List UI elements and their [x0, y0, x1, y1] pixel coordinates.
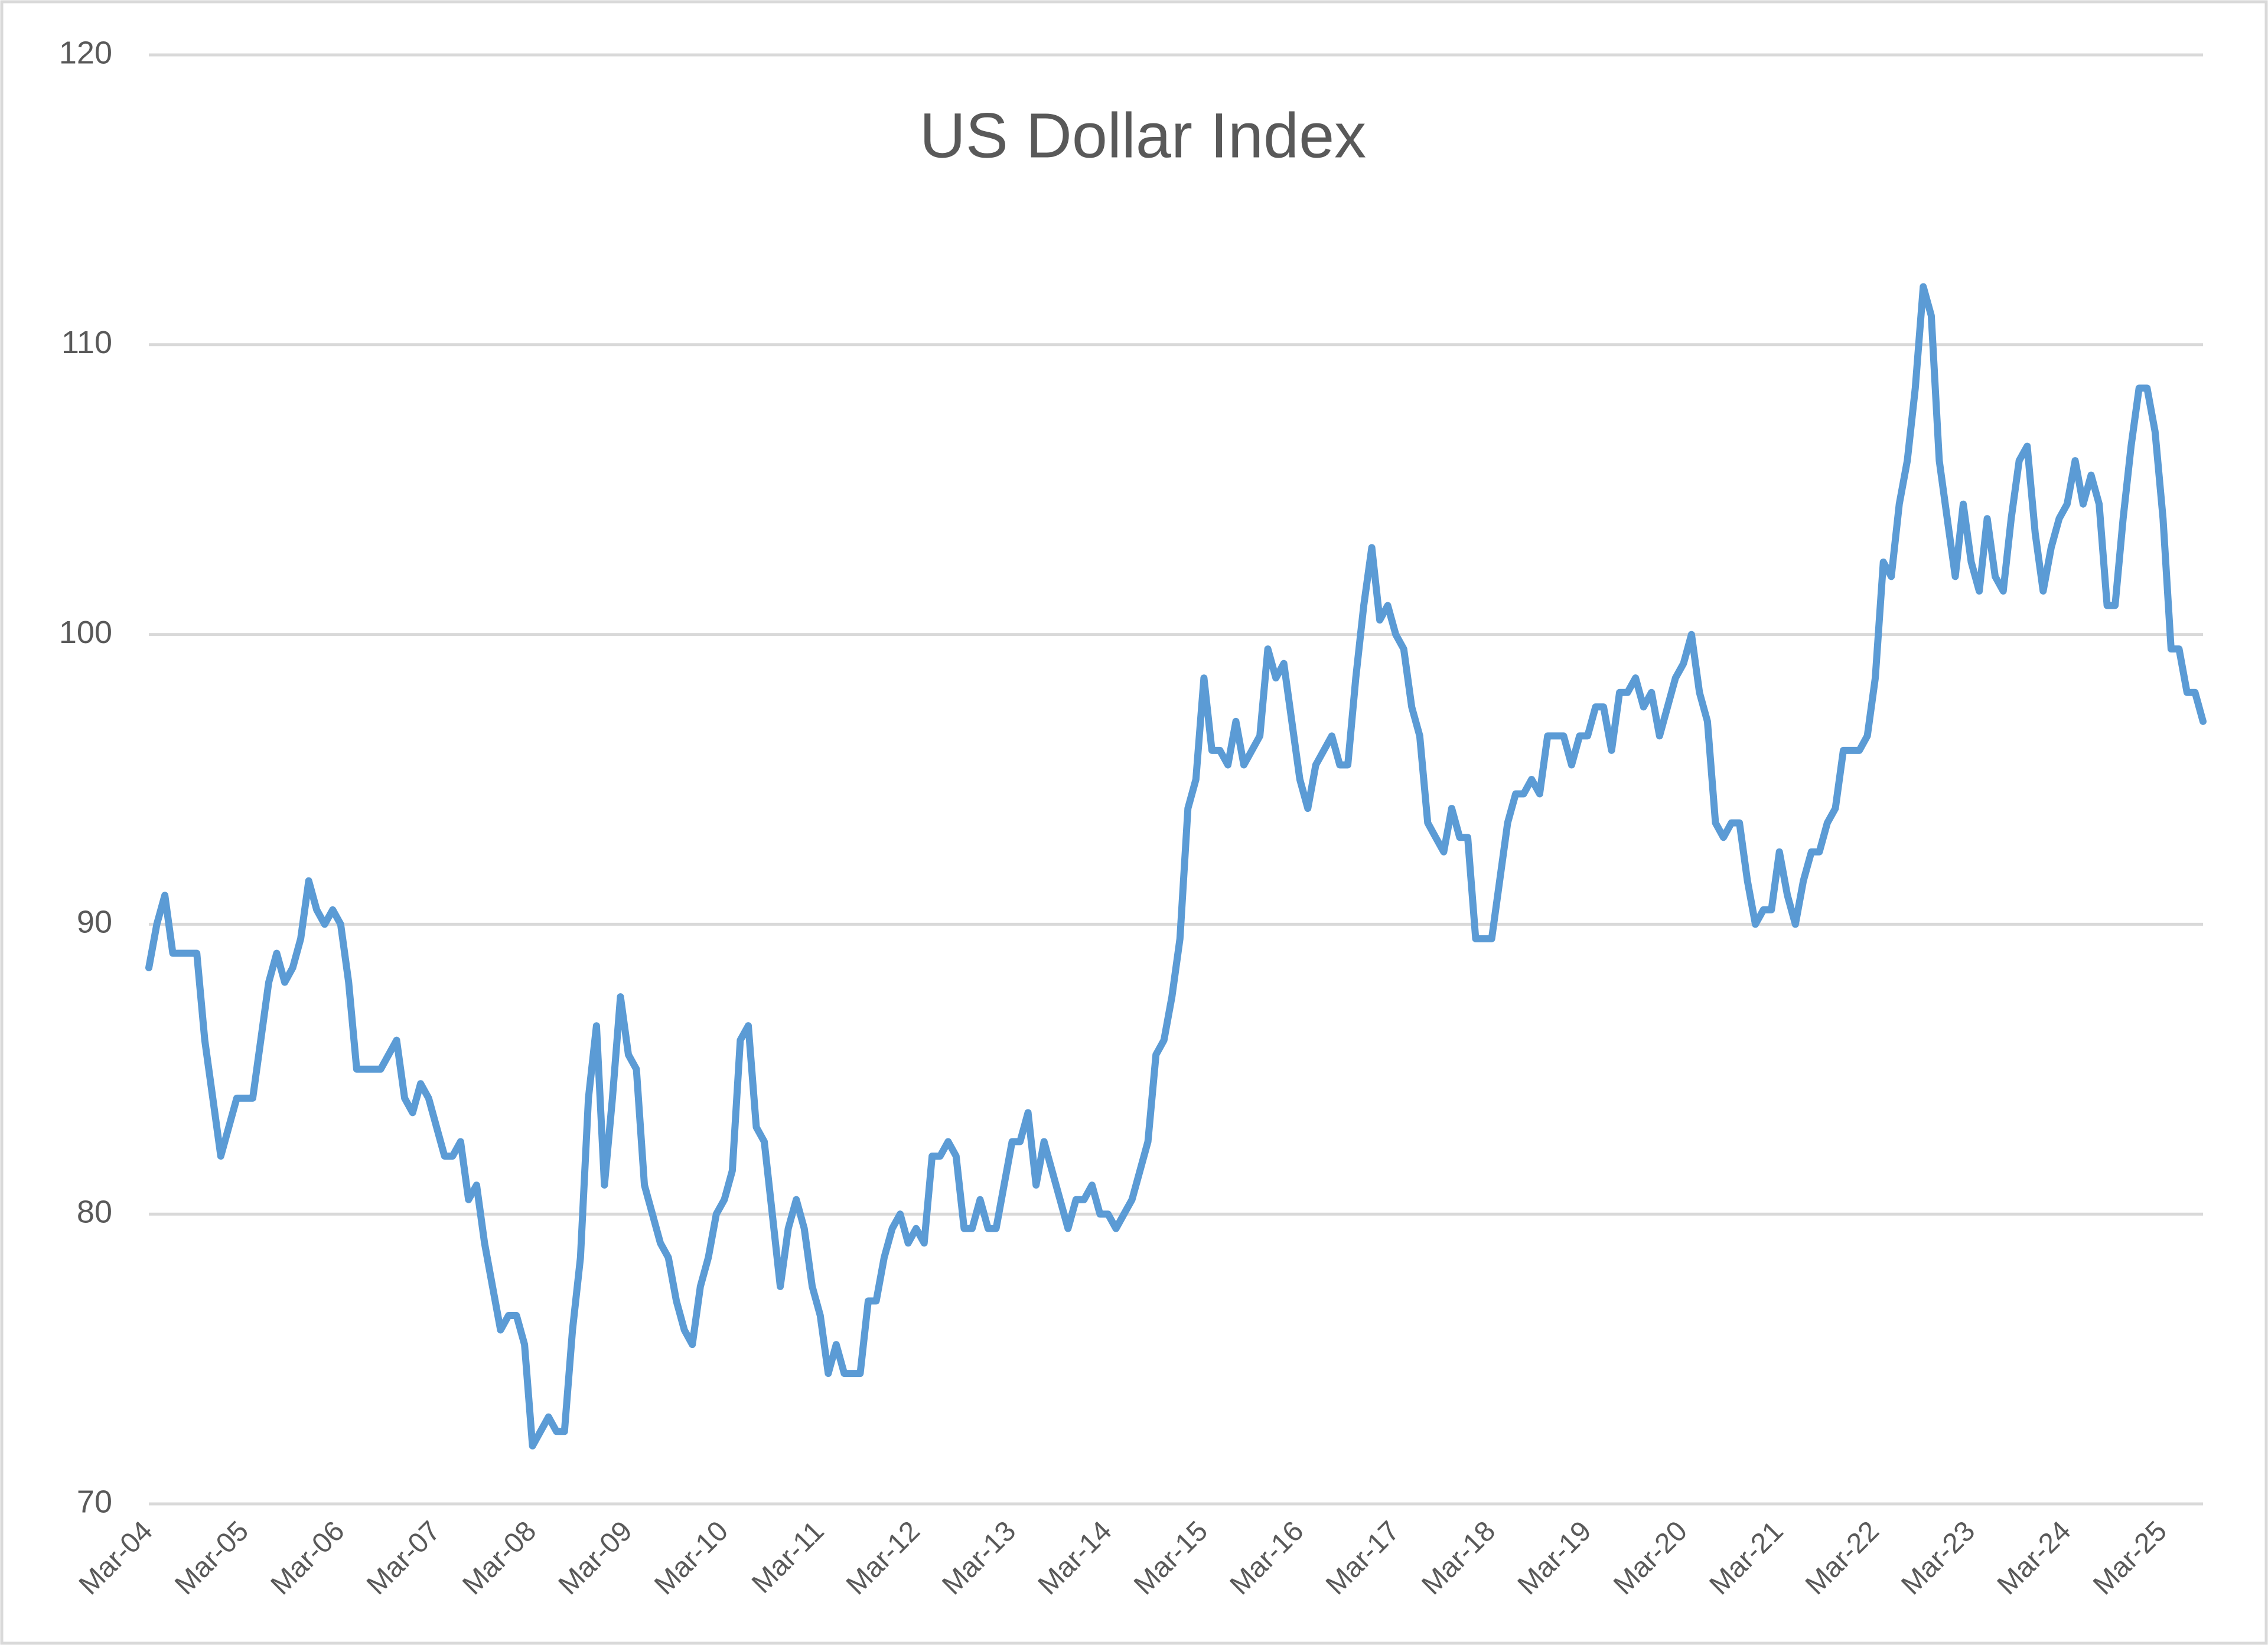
y-tick-label: 100: [59, 615, 112, 650]
chart-title: US Dollar Index: [920, 100, 1366, 171]
y-tick-label: 70: [77, 1484, 112, 1519]
data-line: [145, 283, 2207, 1450]
y-tick-label: 90: [77, 905, 112, 940]
y-tick-label: 80: [77, 1194, 112, 1229]
y-tick-label: 110: [61, 325, 112, 360]
y-tick-label: 120: [59, 35, 112, 70]
